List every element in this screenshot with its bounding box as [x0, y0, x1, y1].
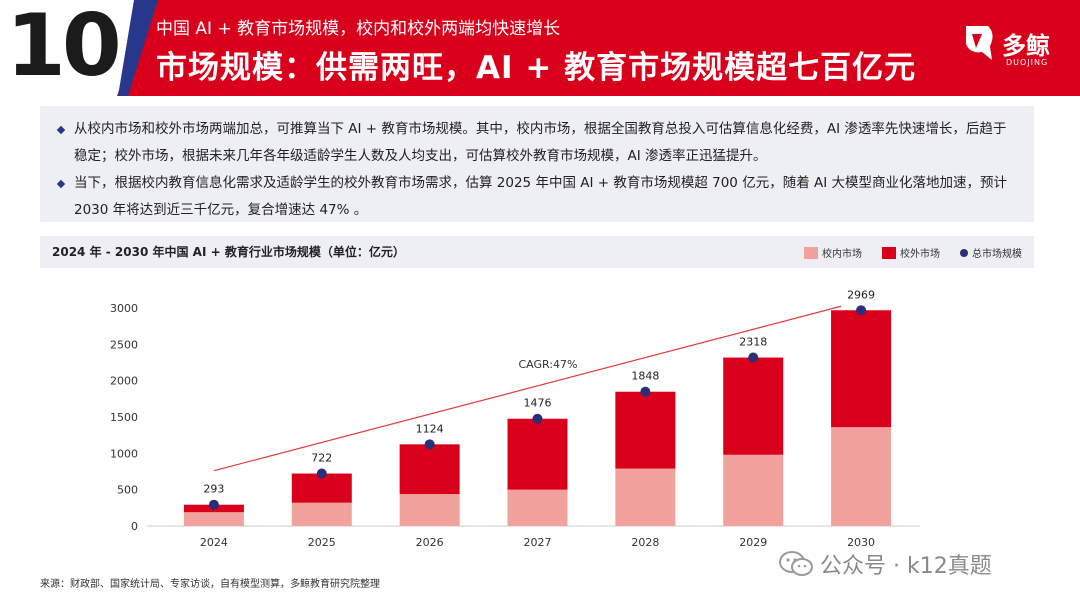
bar-in-school-2025 [291, 502, 352, 526]
total-dot-2026 [424, 439, 435, 450]
x-tick-label-2026: 2026 [416, 536, 444, 549]
bar-out-school-2028 [615, 391, 676, 469]
market-size-chart: 0 500 1000 1500 2000 2500 3000 2024 2025 2026 2027… [110, 288, 920, 549]
bar-out-school-2026 [399, 444, 460, 495]
y-tick-label: 2000 [110, 375, 138, 388]
legend-swatch-out-school [882, 246, 896, 259]
bar-in-school-2028 [615, 468, 676, 526]
header-red-band [0, 0, 1080, 96]
cagr-annotation: CAGR:47% [519, 358, 578, 371]
section-number: 10 [6, 0, 122, 96]
x-tick-label-2025: 2025 [308, 536, 336, 549]
total-label-2026: 1124 [416, 422, 444, 435]
bar-in-school-2029 [723, 454, 784, 526]
wechat-icon [779, 551, 813, 576]
watermark-text: 公众号 · k12真题 [820, 554, 992, 579]
logo-text: 多鲸 [1002, 32, 1050, 60]
chart-legend: 校内市场 校外市场 总市场规模 [790, 245, 1022, 260]
x-tick-label-2030: 2030 [847, 536, 875, 549]
total-label-2025: 722 [311, 452, 332, 465]
summary-text-1: 从校内市场和校外市场两端加总，可推算当下 AI + 教育市场规模。其中，校内市场… [74, 121, 1007, 164]
bar-in-school-2030 [831, 427, 892, 526]
watermark: 公众号 · k12真题 [778, 548, 992, 580]
x-tick-label-2029: 2029 [739, 536, 767, 549]
legend-swatch-in-school [804, 246, 818, 259]
header: 10 中国 AI + 教育市场规模，校内和校外两端均快速增长 市场规模：供需两旺… [0, 0, 1080, 96]
total-dot-2024 [208, 499, 219, 510]
x-tick-label-2024: 2024 [200, 536, 228, 549]
source-note: 来源：财政部、国家统计局、专家访谈，自有模型测算，多鲸教育研究院整理 [40, 579, 380, 590]
summary-text-2: 当下，根据校内教育信息化需求及适龄学生的校外教育市场需求，估算 2025 年中国… [74, 175, 1007, 218]
page-title: 市场规模：供需两旺，AI + 教育市场规模超七百亿元 [156, 50, 917, 86]
x-tick-label-2027: 2027 [524, 536, 552, 549]
total-label-2027: 1476 [524, 397, 552, 410]
bar-out-school-2030 [831, 310, 892, 428]
whale-logo-icon [966, 26, 993, 60]
cagr-trend-line [213, 305, 842, 472]
total-dot-2030 [856, 305, 867, 316]
total-dot-2025 [316, 468, 327, 479]
total-label-2030: 2969 [847, 288, 875, 301]
y-tick-label: 1000 [110, 447, 138, 460]
y-tick-label: 500 [117, 484, 138, 497]
legend-label-out-school: 校外市场 [900, 249, 940, 260]
summary-box: 从校内市场和校外市场两端加总，可推算当下 AI + 教育市场规模。其中，校内市场… [40, 106, 1034, 222]
legend-label-total: 总市场规模 [972, 249, 1022, 260]
chart-title-bar: 2024 年 - 2030 年中国 AI + 教育行业市场规模（单位：亿元） 校… [40, 236, 1034, 268]
bar-in-school-2026 [399, 494, 460, 526]
y-tick-label: 3000 [110, 302, 138, 315]
legend-dot-total [960, 248, 968, 257]
bar-in-school-2024 [183, 512, 244, 526]
legend-item-in-school: 校内市场 [804, 245, 862, 260]
x-tick-label-2028: 2028 [631, 536, 659, 549]
legend-item-total: 总市场规模 [960, 245, 1022, 260]
header-subtitle: 中国 AI + 教育市场规模，校内和校外两端均快速增长 [156, 19, 561, 39]
total-dot-2027 [532, 413, 543, 424]
total-label-2024: 293 [203, 483, 224, 496]
chart-title: 2024 年 - 2030 年中国 AI + 教育行业市场规模（单位：亿元） [52, 245, 405, 259]
logo-subtext: DUOJING [1006, 58, 1049, 67]
duojing-logo: 多鲸 DUOJING [962, 20, 1070, 80]
y-tick-label: 1500 [110, 411, 138, 424]
total-dot-2029 [748, 352, 759, 363]
bar-in-school-2027 [507, 489, 568, 526]
bar-out-school-2029 [723, 357, 784, 455]
summary-bullet-1: 从校内市场和校外市场两端加总，可推算当下 AI + 教育市场规模。其中，校内市场… [56, 116, 1010, 170]
bar-out-school-2027 [507, 418, 568, 490]
y-tick-label: 0 [131, 520, 138, 533]
total-label-2028: 1848 [631, 370, 659, 383]
legend-item-out-school: 校外市场 [882, 245, 940, 260]
total-dot-2028 [640, 386, 651, 397]
total-label-2029: 2318 [739, 336, 767, 349]
legend-label-in-school: 校内市场 [822, 249, 862, 260]
summary-bullet-2: 当下，根据校内教育信息化需求及适龄学生的校外教育市场需求，估算 2025 年中国… [56, 170, 1010, 224]
y-tick-label: 2500 [110, 338, 138, 351]
